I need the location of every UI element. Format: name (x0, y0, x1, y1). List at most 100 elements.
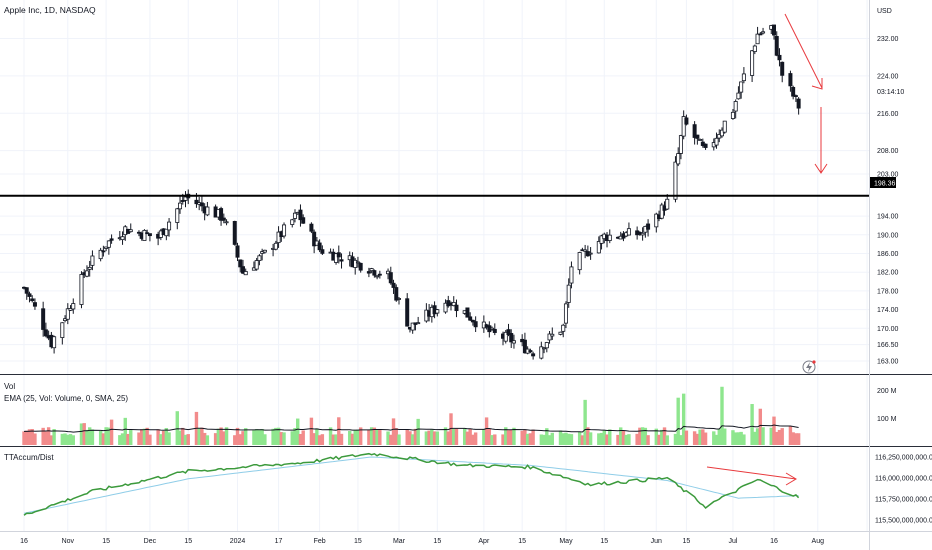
candle (561, 323, 566, 338)
annotation-arrows[interactable] (706, 13, 828, 486)
volume-bar (430, 429, 434, 445)
volume-bar (665, 435, 669, 445)
countdown-label: 03:14:10 (877, 89, 904, 96)
volume-ema-line (24, 424, 799, 433)
volume-bar (791, 432, 795, 445)
candle (681, 110, 686, 140)
volume-bar (41, 427, 45, 445)
volume-bar (356, 429, 360, 445)
volume-bar (60, 433, 65, 445)
volume-bar (353, 430, 357, 445)
volume-bar (350, 433, 355, 445)
volume-bar (159, 434, 163, 445)
volume-bar (71, 435, 75, 445)
candle (640, 227, 645, 241)
volume-bar (148, 434, 152, 445)
volume-bar (525, 433, 530, 445)
volume-bar (777, 429, 782, 445)
volume-bar (296, 418, 300, 445)
candle (276, 226, 281, 248)
volume-bar (315, 428, 319, 445)
volume-bar (167, 432, 171, 445)
candle (262, 249, 267, 254)
candle (750, 49, 755, 82)
price-tick-label: 216.00 (877, 111, 899, 118)
candle (544, 341, 549, 353)
volume-bar (378, 429, 382, 445)
volume-bar (156, 429, 160, 445)
lightning-icon[interactable] (802, 360, 816, 374)
candle (43, 322, 48, 338)
volume-bar (233, 435, 237, 445)
volume-bar (348, 431, 352, 445)
volume-bar (619, 427, 623, 445)
candle (27, 291, 32, 303)
volume-bar (238, 434, 242, 445)
candle (238, 259, 243, 273)
time-tick-label: Dec (144, 538, 157, 545)
candle (136, 230, 141, 237)
time-axis[interactable]: 16 Nov 15 Dec 15 2024 17 Feb 15 Mar 15 Apr 15 May 15 Ju… (20, 538, 824, 545)
price-axis[interactable]: USD 232.00 224.00 216.00 208.00 203.00 194.00… (877, 8, 899, 366)
volume-bar (101, 433, 106, 445)
volume-bar (405, 429, 409, 445)
candle (164, 228, 169, 241)
candle (542, 347, 547, 354)
volume-bar (161, 430, 166, 445)
candle (719, 127, 724, 138)
candle (788, 70, 793, 92)
time-tick-label: Jun (651, 538, 662, 545)
volume-bar (416, 418, 420, 445)
candle (79, 271, 84, 309)
volume-bar (449, 413, 453, 445)
candle (183, 191, 188, 208)
volume-bar (733, 432, 738, 445)
volume-bar (90, 429, 95, 445)
volume-bar (772, 416, 776, 445)
trend-arrow-accum-head (785, 472, 797, 486)
candle (583, 244, 588, 259)
volume-bar (731, 430, 735, 445)
volume-bar (742, 434, 746, 445)
price-tick-label: 190.00 (877, 232, 899, 239)
volume-bar (432, 431, 437, 445)
price-tick-label: 208.00 (877, 148, 899, 155)
volume-bar (673, 433, 678, 445)
volume-bar (142, 428, 147, 445)
candle (528, 348, 533, 354)
volume-bar (98, 430, 103, 445)
volume-tick-200m: 200 M (877, 388, 897, 395)
volume-bar (761, 427, 765, 445)
candle (503, 329, 508, 344)
volume-bar (788, 425, 793, 445)
price-tick-label: 182.00 (877, 270, 899, 277)
candle (65, 303, 70, 325)
candle (473, 316, 478, 333)
volume-bar (567, 433, 571, 445)
candle (219, 206, 224, 226)
volume-bar (520, 430, 524, 445)
candle (435, 308, 440, 317)
volume-bar (85, 429, 89, 445)
candle (282, 222, 287, 239)
volume-bar (339, 433, 344, 445)
candle (470, 319, 475, 326)
volume-bar (627, 434, 631, 445)
candle (454, 299, 459, 318)
time-tick-label: Nov (62, 538, 75, 545)
candle (752, 44, 757, 55)
candle (292, 209, 297, 223)
volume-bar (408, 431, 412, 445)
candle (52, 335, 57, 354)
candle (205, 201, 210, 217)
volume-bars (22, 386, 801, 445)
volume-bar (394, 428, 398, 445)
candle (106, 240, 111, 255)
volume-bar (717, 429, 721, 445)
candle (336, 245, 341, 264)
trend-arrow-price-head (811, 78, 823, 90)
volume-bar (282, 432, 286, 445)
candle (777, 48, 782, 67)
volume-bar (506, 430, 511, 445)
volume-bar (703, 432, 708, 445)
